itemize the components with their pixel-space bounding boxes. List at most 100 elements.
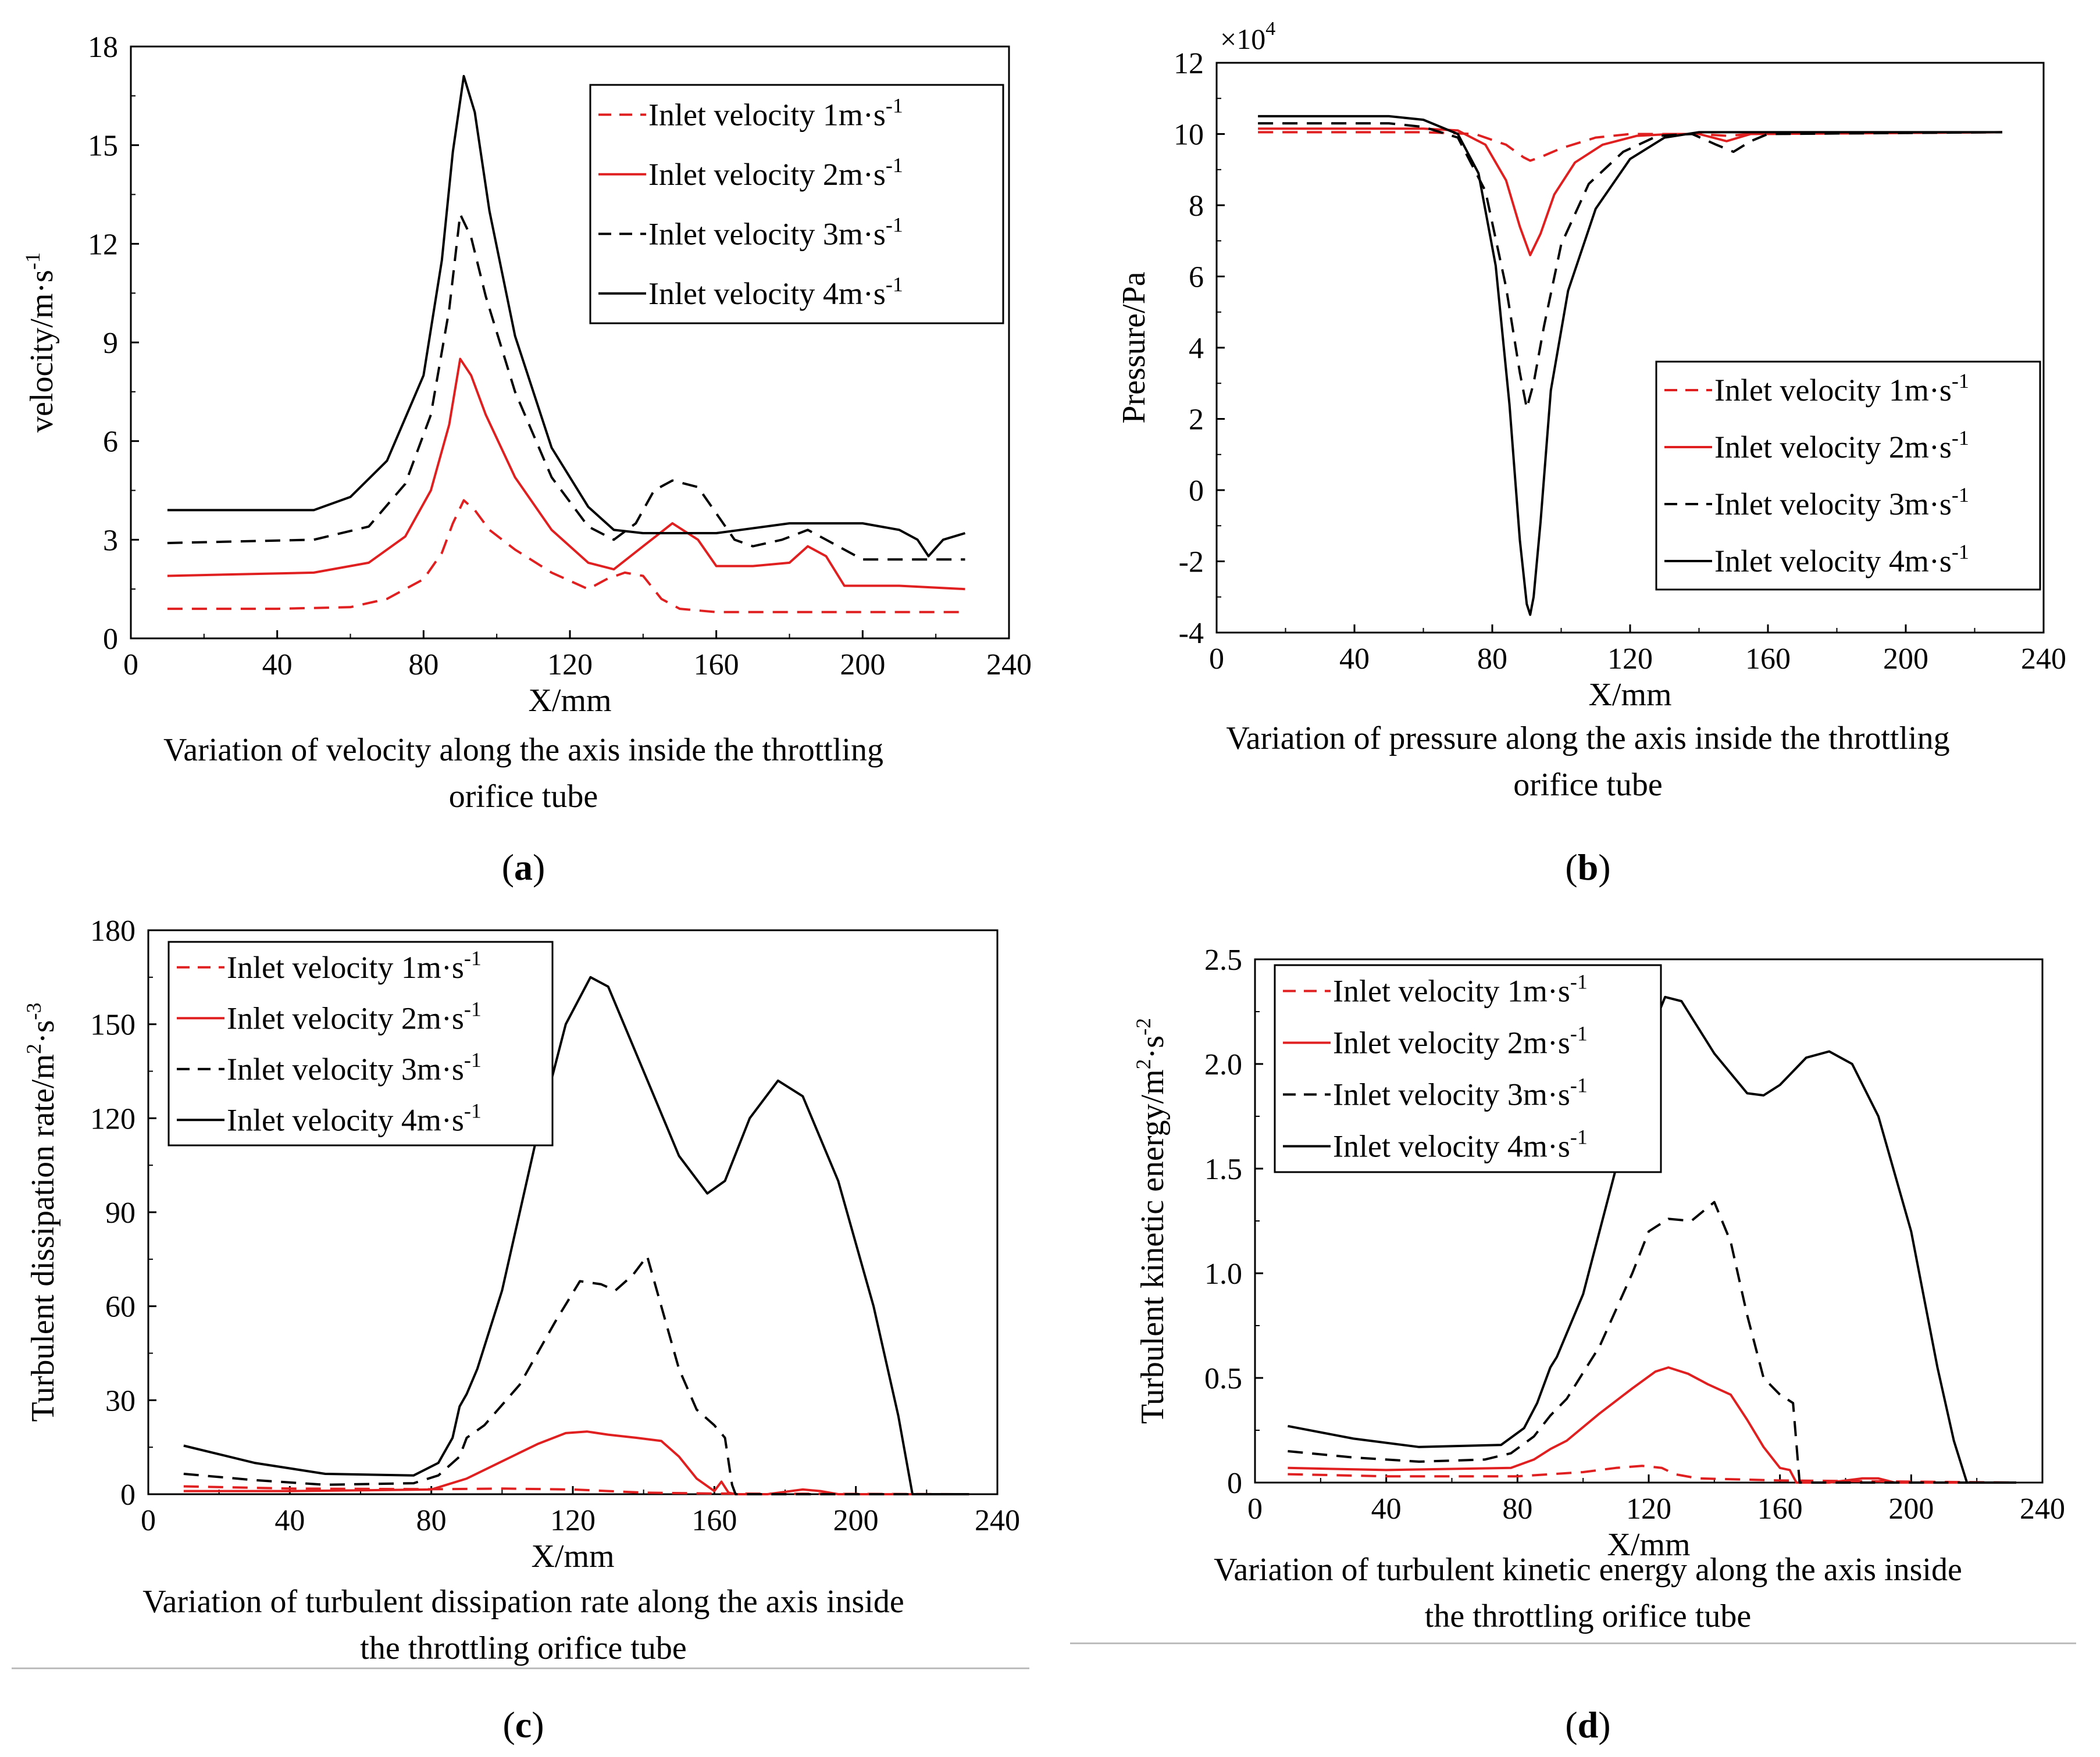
caption-d-line1: Variation of turbulent kinetic energy al…	[1214, 1552, 1962, 1588]
chart-d-y-tick-label: 1.0	[1204, 1258, 1242, 1291]
chart-d-y-tick-label: 2.5	[1204, 944, 1242, 977]
chart-c-y-tick-label: 120	[90, 1102, 136, 1135]
chart-a-legend-label-1: Inlet velocity 1m·s-1	[648, 94, 903, 132]
chart-b-y-tick-label: 12	[1174, 47, 1204, 80]
panel-label-b: (b)	[1565, 847, 1611, 888]
caption-d: Variation of turbulent kinetic energy al…	[1076, 1547, 2100, 1640]
chart-a-svg: 0 40 80 120 160 200 240 0 3 6 9 12 15 18 X/mm velocity/…	[21, 31, 1032, 719]
chart-a-y-tick-label: 9	[103, 327, 118, 360]
chart-d-x-tick-label: 160	[1757, 1492, 1803, 1526]
chart-b-y-axis-label: Pressure/Pa	[1116, 272, 1152, 423]
chart-a-series-3-line	[167, 213, 965, 561]
chart-a-y-tick-label: 3	[103, 524, 118, 557]
chart-d-series-2-line	[1288, 1366, 2016, 1484]
chart-b-legend-box	[1655, 360, 2041, 591]
chart-a-x-tick-label: 200	[840, 648, 885, 681]
chart-a-x-tick-label: 40	[262, 648, 293, 681]
chart-b-legend: Inlet velocity 1m·s-1 Inlet velocity 2m·s…	[1655, 360, 2041, 591]
chart-d-legend-label-2: Inlet velocity 2m·s-1	[1333, 1022, 1588, 1060]
chart-c-x-tick-label: 200	[833, 1504, 879, 1537]
chart-b-axis-multiplier: ×104	[1220, 18, 1275, 55]
chart-a-legend: Inlet velocity 1m·s-1 Inlet velocity 2m·s…	[589, 84, 1004, 324]
chart-b-legend-label-1: Inlet velocity 1m·s-1	[1714, 369, 1969, 408]
chart-b-x-tick-label: 0	[1209, 642, 1224, 676]
chart-a-series-4-line	[167, 74, 966, 558]
chart-b-x-tick-label: 80	[1477, 642, 1507, 676]
chart-d-y-tick-label: 2.0	[1204, 1048, 1242, 1081]
panel-label-a: (a)	[501, 847, 545, 888]
chart-d-y-axis-label: Turbulent kinetic energy/m2·s-2	[1132, 1018, 1171, 1424]
chart-c-legend-label-4: Inlet velocity 4m·s-1	[227, 1099, 482, 1137]
chart-a-y-tick-label: 18	[88, 31, 118, 64]
chart-d-x-tick-label: 40	[1371, 1492, 1402, 1526]
separator-line-c	[12, 1667, 1029, 1669]
chart-b-y-tick-label: -2	[1179, 546, 1204, 579]
chart-b-y-tick-label: 6	[1189, 261, 1204, 294]
chart-c-y-tick-label: 150	[90, 1009, 136, 1042]
chart-c-legend-label-3: Inlet velocity 3m·s-1	[227, 1048, 482, 1087]
chart-c-series-3-line	[183, 1255, 969, 1495]
chart-c-y-tick-label: 60	[105, 1291, 136, 1324]
caption-b: Variation of pressure along the axis ins…	[1076, 715, 2100, 808]
chart-a-x-tick-label: 120	[547, 648, 593, 681]
chart-c-x-tick-label: 40	[274, 1504, 305, 1537]
chart-b-y-tick-label: -4	[1179, 617, 1204, 650]
chart-b-x-tick-label: 240	[2021, 642, 2066, 676]
chart-c-y-axis-label: Turbulent dissipation rate/m2·s-3	[22, 1002, 61, 1422]
chart-b-y-tick-label: 10	[1174, 119, 1204, 152]
chart-b-x-tick-label: 200	[1883, 642, 1928, 676]
chart-a-y-axis-label: velocity/m·s-1	[21, 252, 60, 433]
caption-b-line2: orifice tube	[1513, 767, 1663, 803]
chart-a-legend-box	[589, 84, 1004, 324]
chart-d-x-axis-label: X/mm	[1607, 1527, 1690, 1563]
chart-c-y-tick-label: 30	[105, 1384, 136, 1417]
chart-b-legend-label-3: Inlet velocity 3m·s-1	[1714, 483, 1969, 522]
chart-b-legend-label-2: Inlet velocity 2m·s-1	[1714, 426, 1969, 465]
chart-c-series-1-line	[183, 1485, 969, 1495]
chart-d-legend-box	[1274, 964, 1662, 1173]
chart-d-series-1-line	[1288, 1465, 2016, 1484]
chart-b-series-4-line	[1258, 115, 2002, 616]
chart-d-x-tick-label: 240	[2020, 1492, 2065, 1526]
chart-b-series-1-line	[1258, 131, 2002, 162]
caption-d-line2: the throttling orifice tube	[1424, 1598, 1752, 1634]
chart-c-x-tick-label: 160	[691, 1504, 737, 1537]
chart-b-x-tick-label: 160	[1745, 642, 1791, 676]
chart-c-y-tick-label: 180	[90, 915, 136, 948]
chart-d-svg: 0 40 80 120 160 200 240 0 0.5 1.0 1.5 2.0 2.5 X/mm Tur…	[1132, 944, 2065, 1563]
chart-c-legend-label-1: Inlet velocity 1m·s-1	[227, 947, 482, 985]
chart-c-x-tick-label: 120	[550, 1504, 596, 1537]
chart-d-x-tick-label: 200	[1888, 1492, 1934, 1526]
panel-label-c: (c)	[502, 1704, 544, 1745]
chart-b-svg: 0 40 80 120 160 200 240 -4 -2 0 2 4 6 8 10 12 X/mm Pressu…	[1116, 18, 2066, 713]
chart-d-x-tick-label: 80	[1502, 1492, 1532, 1526]
chart-a-series-1-line	[167, 499, 965, 613]
chart-b-y-tick-label: 8	[1189, 190, 1204, 223]
chart-b-x-tick-label: 40	[1339, 642, 1370, 676]
separator-line-d	[1070, 1642, 2076, 1644]
caption-a-line2: orifice tube	[448, 778, 598, 815]
chart-d-x-tick-label: 0	[1247, 1492, 1263, 1526]
chart-panel-a: 0 40 80 120 160 200 240 0 3 6 9 12 15 18 X/mm velocity/…	[0, 0, 1047, 907]
chart-d-series-3-line	[1288, 1201, 2016, 1484]
chart-d-x-tick-label: 120	[1626, 1492, 1671, 1526]
chart-b-y-tick-label: 4	[1189, 332, 1204, 365]
chart-a-y-tick-label: 12	[88, 228, 118, 261]
chart-a-series-2-line	[167, 358, 965, 591]
chart-b-y-tick-label: 2	[1189, 403, 1204, 437]
chart-c-series-4-line	[183, 976, 969, 1495]
chart-panel-b: 0 40 80 120 160 200 240 -4 -2 0 2 4 6 8 10 12 X/mm Pressu…	[1076, 0, 2100, 907]
chart-b-legend-label-4: Inlet velocity 4m·s-1	[1714, 540, 1969, 578]
chart-c-svg: 0 40 80 120 160 200 240 0 30 60 90 120 150 180 X/mm Tur…	[22, 915, 1020, 1574]
chart-a-legend-label-3: Inlet velocity 3m·s-1	[648, 213, 903, 251]
chart-a-x-tick-label: 160	[694, 648, 739, 681]
chart-d-legend-label-3: Inlet velocity 3m·s-1	[1333, 1074, 1588, 1112]
chart-d-y-tick-label: 1.5	[1204, 1153, 1242, 1186]
chart-panel-c: 0 40 80 120 160 200 240 0 30 60 90 120 150 180 X/mm Tur…	[0, 907, 1047, 1757]
caption-c-line2: the throttling orifice tube	[360, 1630, 687, 1666]
chart-d-series-4-line	[1288, 995, 2016, 1484]
chart-d-legend: Inlet velocity 1m·s-1 Inlet velocity 2m·s…	[1274, 964, 1662, 1173]
chart-a-x-axis-label: X/mm	[528, 683, 611, 719]
chart-c-y-tick-label: 0	[120, 1479, 136, 1512]
chart-c-x-axis-label: X/mm	[531, 1538, 614, 1574]
